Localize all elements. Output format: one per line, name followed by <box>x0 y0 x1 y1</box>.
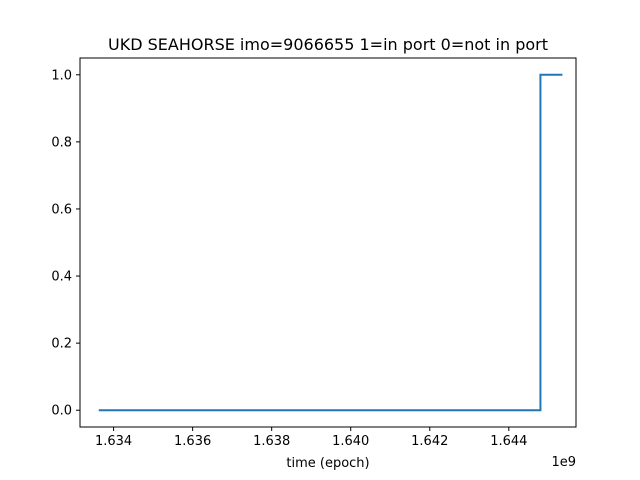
y-tick-label: 1.0 <box>51 68 72 83</box>
x-tick-label: 1.640 <box>332 434 369 449</box>
plot-area <box>98 73 563 412</box>
x-tick-label: 1.642 <box>411 434 448 449</box>
y-tick-label: 0.0 <box>51 404 72 419</box>
y-tick-label: 0.6 <box>51 202 72 217</box>
x-axis-offset-label: 1e9 <box>551 455 576 470</box>
y-tick-label: 0.8 <box>51 135 72 150</box>
chart-title: UKD SEAHORSE imo=9066655 1=in port 0=not… <box>108 35 548 54</box>
x-axis-label: time (epoch) <box>286 456 369 471</box>
x-tick-label: 1.638 <box>253 434 290 449</box>
series-line-0 <box>98 73 563 412</box>
y-tick-label: 0.2 <box>51 337 72 352</box>
y-tick-label: 0.4 <box>51 270 72 285</box>
x-tick-label: 1.636 <box>174 434 211 449</box>
axes-frame <box>79 57 577 428</box>
x-tick-label: 1.644 <box>490 434 527 449</box>
x-tick-label: 1.634 <box>95 434 132 449</box>
axis-ticks: 1.634 1.636 1.638 1.640 1.642 1.644 0.0 0.2 0.4 0… <box>51 68 527 449</box>
